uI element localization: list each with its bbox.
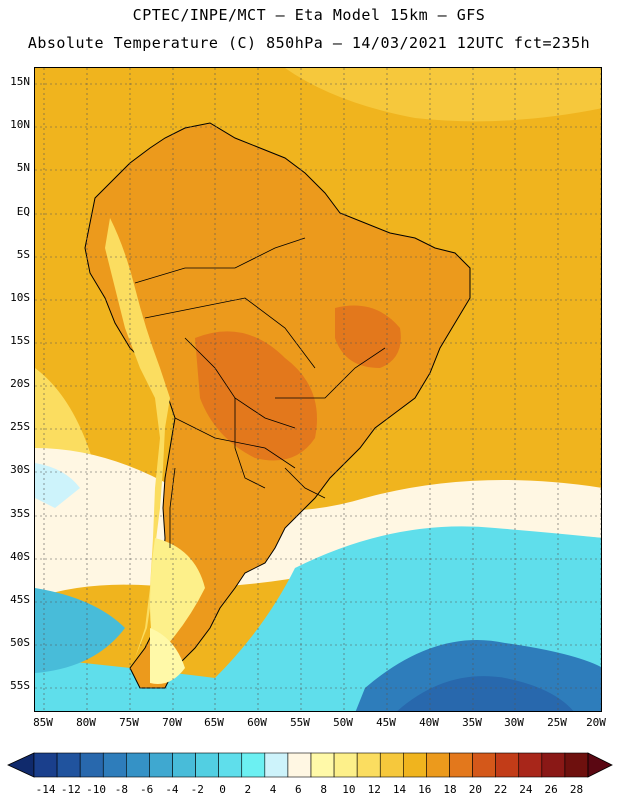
colorbar-tick-label: -2 xyxy=(190,783,204,796)
lat-label: 55S xyxy=(10,679,30,692)
colorbar-box xyxy=(287,752,312,778)
lat-label: 5S xyxy=(16,248,30,261)
lon-label: 75W xyxy=(119,716,139,729)
colorbar-box xyxy=(333,752,358,778)
lon-label: 45W xyxy=(376,716,396,729)
patagonia-yellow xyxy=(150,538,205,658)
lon-label: 55W xyxy=(290,716,310,729)
colorbar-tick-label: 22 xyxy=(493,783,508,796)
temperature-map xyxy=(34,67,602,712)
lon-label: 65W xyxy=(204,716,224,729)
colorbar-box xyxy=(495,752,520,778)
lon-label: 35W xyxy=(462,716,482,729)
colorbar-box xyxy=(264,752,289,778)
colorbar-over-triangle xyxy=(587,752,613,778)
ocean-ne-band xyxy=(285,68,601,122)
colorbar-box xyxy=(564,752,589,778)
country-borders xyxy=(134,237,386,548)
lat-label: 50S xyxy=(10,636,30,649)
colorbar-tick-label: 18 xyxy=(443,783,457,796)
lat-label: 10S xyxy=(10,291,30,304)
colorbar-tick-label: 12 xyxy=(367,783,381,796)
cold-core-inner xyxy=(397,676,574,711)
lat-label: 25S xyxy=(10,420,30,433)
colorbar-tick-label: -6 xyxy=(140,783,154,796)
lon-label: 25W xyxy=(547,716,567,729)
lat-label: 10N xyxy=(10,118,30,131)
lon-label: 40W xyxy=(419,716,439,729)
lon-label: 85W xyxy=(33,716,53,729)
colorbar-box xyxy=(403,752,427,778)
lat-label: 20S xyxy=(10,377,30,390)
lat-label: EQ xyxy=(16,205,30,218)
colorbar-tick-label: 16 xyxy=(418,783,432,796)
colorbar-tick-label: 6 xyxy=(295,783,302,796)
map-canvas xyxy=(35,68,601,711)
colorbar-tick-label: -12 xyxy=(60,783,81,796)
colorbar-box xyxy=(56,752,81,778)
colorbar-box xyxy=(379,752,404,778)
colorbar-box xyxy=(102,752,127,778)
lat-label: 45S xyxy=(10,593,30,606)
colorbar-box xyxy=(472,752,496,778)
colorbar-box xyxy=(79,752,104,778)
colorbar-tick-label: -8 xyxy=(114,783,128,796)
colorbar-box xyxy=(126,752,150,778)
colorbar-under-triangle xyxy=(7,752,35,778)
colorbar-box xyxy=(172,752,196,778)
lat-label: 35S xyxy=(10,507,30,520)
colorbar-tick-label: 20 xyxy=(468,783,482,796)
colorbar-box xyxy=(195,752,219,778)
colorbar-box xyxy=(33,752,58,778)
colorbar-tick-label: 26 xyxy=(544,783,558,796)
lon-label: 50W xyxy=(333,716,353,729)
colorbar-tick-label: 2 xyxy=(244,783,252,796)
colorbar-tick-label: 14 xyxy=(392,783,407,796)
hot-northeast xyxy=(335,305,401,368)
colorbar-box xyxy=(541,752,566,778)
colorbar-tick-label: -10 xyxy=(86,783,107,796)
lat-label: 15N xyxy=(10,75,30,88)
colorbar-tick-label: 0 xyxy=(219,783,226,796)
colorbar-box xyxy=(218,752,243,778)
colorbar-boxes xyxy=(7,752,613,778)
colorbar-tick-label: -4 xyxy=(165,783,179,796)
colorbar-box xyxy=(518,752,543,778)
lat-label: 5N xyxy=(16,161,30,174)
lon-label: 60W xyxy=(247,716,267,729)
colorbar-tick-label: -14 xyxy=(35,783,56,796)
colorbar-tick-label: 10 xyxy=(342,783,356,796)
patagonia-south xyxy=(150,628,185,684)
lat-label: 30S xyxy=(10,463,30,476)
lat-label: 15S xyxy=(10,334,30,347)
colorbar-box xyxy=(426,752,450,778)
lon-label: 70W xyxy=(162,716,182,729)
hot-interior xyxy=(195,331,317,461)
lon-label: 20W xyxy=(586,716,606,729)
lon-label: 80W xyxy=(76,716,96,729)
colorbar-box xyxy=(310,752,335,778)
colorbar xyxy=(7,752,613,778)
pacific-cold xyxy=(35,588,125,673)
colorbar-box xyxy=(356,752,381,778)
colorbar-tick-label: 8 xyxy=(320,783,327,796)
colorbar-box xyxy=(149,752,173,778)
map-title: CPTEC/INPE/MCT – Eta Model 15km – GFS xyxy=(132,6,486,24)
lat-label: 40S xyxy=(10,550,30,563)
lon-label: 30W xyxy=(504,716,524,729)
colorbar-tick-label: 4 xyxy=(269,783,277,796)
colorbar-box xyxy=(449,752,473,778)
colorbar-box xyxy=(241,752,266,778)
map-subtitle: Absolute Temperature (C) 850hPa – 14/03/… xyxy=(27,34,591,52)
pacific-light-cyan xyxy=(35,463,80,508)
colorbar-tick-label: 24 xyxy=(519,783,533,796)
colorbar-tick-label: 28 xyxy=(569,783,584,796)
